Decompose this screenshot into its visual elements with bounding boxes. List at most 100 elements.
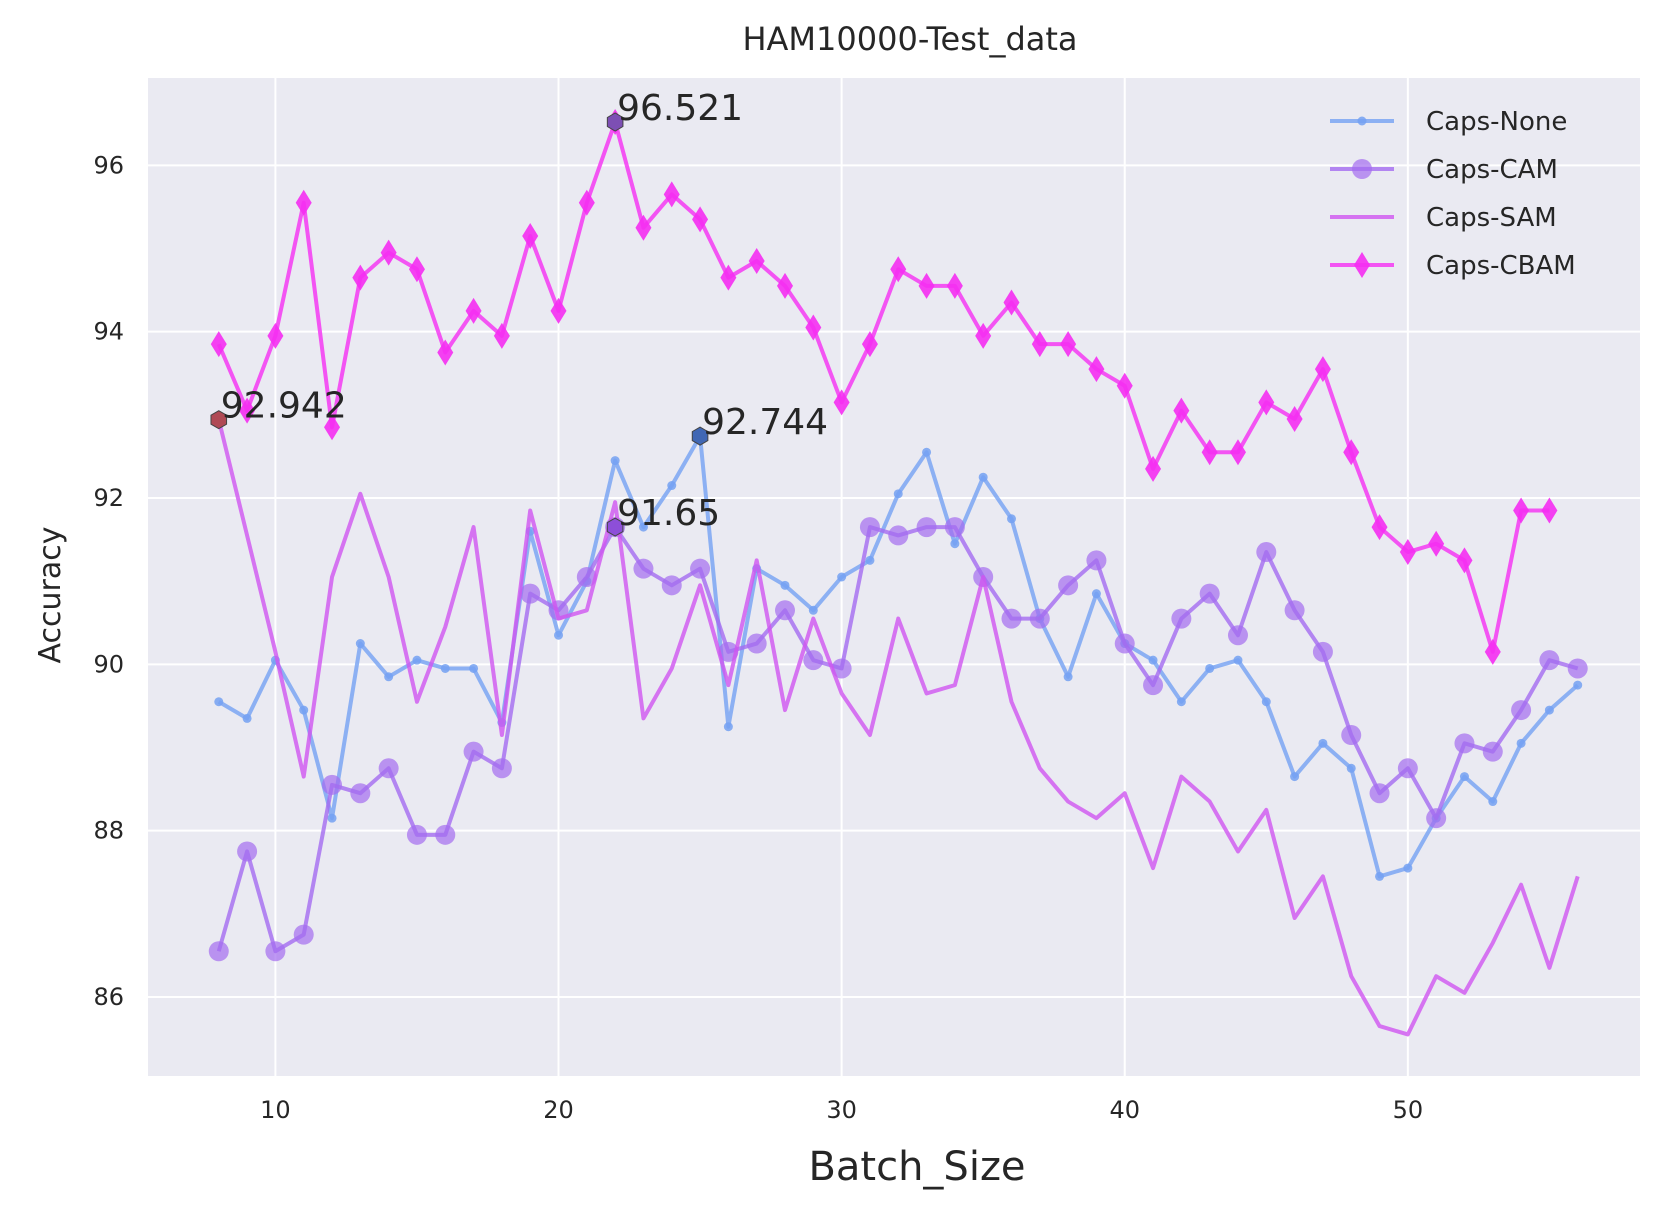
data-point-caps-none [723, 722, 733, 732]
legend-label: Caps-CBAM [1426, 251, 1576, 281]
data-point-caps-cbam [408, 256, 425, 283]
data-point-caps-cam [690, 558, 711, 579]
legend-label: Caps-CAM [1426, 155, 1558, 185]
legend-item-caps-none: Caps-None [1330, 107, 1567, 137]
data-point-caps-cam [322, 774, 343, 795]
annotation-marker [210, 410, 228, 430]
data-point-caps-cbam [465, 297, 482, 324]
data-point-caps-cam [1114, 633, 1135, 654]
data-point-caps-none [554, 630, 564, 640]
data-point-caps-cbam [1116, 372, 1133, 399]
data-point-caps-cbam [1314, 356, 1331, 383]
data-point-caps-cbam [890, 256, 907, 283]
data-point-caps-cbam [918, 272, 935, 299]
series-layer [208, 108, 1588, 1037]
data-point-caps-cam [1341, 725, 1362, 746]
data-point-caps-cbam [1456, 547, 1473, 574]
data-point-caps-cam [944, 517, 965, 538]
data-point-caps-cbam [1513, 497, 1530, 524]
data-point-caps-cbam [437, 339, 454, 366]
data-point-caps-cbam [805, 314, 822, 341]
data-point-caps-none [610, 456, 620, 466]
data-point-caps-cam [1256, 542, 1277, 563]
data-point-caps-none [1544, 705, 1554, 715]
data-point-caps-cbam [635, 214, 652, 241]
data-point-caps-cbam [777, 272, 794, 299]
series-caps-cam [208, 517, 1588, 962]
y-tick-label: 86 [93, 983, 124, 1011]
data-point-caps-cam [1143, 675, 1164, 696]
data-point-caps-none [780, 580, 790, 590]
y-tick-label: 96 [93, 151, 124, 179]
x-tick-label: 10 [260, 1096, 291, 1124]
data-point-caps-none [1573, 680, 1583, 690]
data-point-caps-none [1063, 672, 1073, 682]
data-point-caps-none [865, 555, 875, 565]
x-tick-label: 30 [826, 1096, 857, 1124]
data-point-caps-cam [1567, 658, 1588, 679]
y-tick-label: 94 [93, 318, 124, 346]
data-point-caps-cbam [380, 239, 397, 266]
data-point-caps-cam [265, 941, 286, 962]
data-point-caps-cbam [1060, 331, 1077, 358]
data-point-caps-cam [1001, 608, 1022, 629]
data-point-caps-cam [1199, 583, 1220, 604]
series-caps-cbam [210, 108, 1558, 665]
data-point-caps-none [1091, 589, 1101, 599]
data-point-caps-cbam [1201, 439, 1218, 466]
data-point-caps-none [412, 655, 422, 665]
data-point-caps-cbam [239, 397, 256, 424]
data-point-caps-cbam [352, 264, 369, 291]
chart-title: HAM10000-Test_data [742, 20, 1077, 58]
legend-label: Caps-None [1426, 107, 1567, 137]
data-point-caps-cam [491, 758, 512, 779]
data-point-caps-cam [1029, 608, 1050, 629]
data-point-caps-none [1290, 772, 1300, 782]
data-point-caps-cbam [1088, 356, 1105, 383]
data-point-caps-cbam [1484, 638, 1501, 665]
data-point-caps-none [242, 713, 252, 723]
data-point-caps-cam [775, 600, 796, 621]
y-tick-label: 88 [93, 817, 124, 845]
data-point-caps-cam [1227, 625, 1248, 646]
data-point-caps-none [1459, 772, 1469, 782]
data-point-caps-cam [1539, 650, 1560, 671]
data-point-caps-cam [1482, 741, 1503, 762]
data-point-caps-cbam [1173, 397, 1190, 424]
legend: Caps-None Caps-CAM Caps-SAM Caps-CBAM [1330, 107, 1576, 281]
data-point-caps-cbam [324, 414, 341, 441]
data-point-caps-none [922, 447, 932, 457]
data-point-caps-cam [406, 824, 427, 845]
data-point-caps-none [837, 572, 847, 582]
data-point-caps-cbam [748, 247, 765, 274]
data-point-caps-cam [208, 941, 229, 962]
data-point-caps-none [1205, 663, 1215, 673]
data-point-caps-cam [435, 824, 456, 845]
grid-lines [148, 78, 1640, 1076]
data-point-caps-none [355, 639, 365, 649]
data-point-caps-cbam [720, 264, 737, 291]
x-axis-title: Batch_Size [808, 1144, 1025, 1190]
data-point-caps-none [808, 605, 818, 615]
data-point-caps-none [1148, 655, 1158, 665]
data-point-caps-cam [1086, 550, 1107, 571]
data-point-caps-cbam [1258, 389, 1275, 416]
tick-labels: 10 20 30 40 50 86 88 90 92 94 96 [93, 151, 1423, 1124]
annotation-label: 92.942 [221, 386, 347, 427]
data-point-caps-cam [633, 558, 654, 579]
annotation-label: 92.744 [702, 402, 828, 443]
data-point-caps-cam [746, 633, 767, 654]
data-point-caps-none [1346, 763, 1356, 773]
data-point-caps-none [440, 663, 450, 673]
data-point-caps-cam [1454, 733, 1475, 754]
y-tick-label: 92 [93, 484, 124, 512]
legend-swatch-marker [1357, 116, 1367, 126]
data-point-caps-cbam [861, 331, 878, 358]
data-point-caps-none [384, 672, 394, 682]
data-point-caps-cam [888, 525, 909, 546]
annotation-label: 91.65 [617, 493, 720, 534]
data-point-caps-cbam [1145, 455, 1162, 482]
data-point-caps-cbam [1286, 405, 1303, 432]
data-point-caps-none [1488, 797, 1498, 807]
